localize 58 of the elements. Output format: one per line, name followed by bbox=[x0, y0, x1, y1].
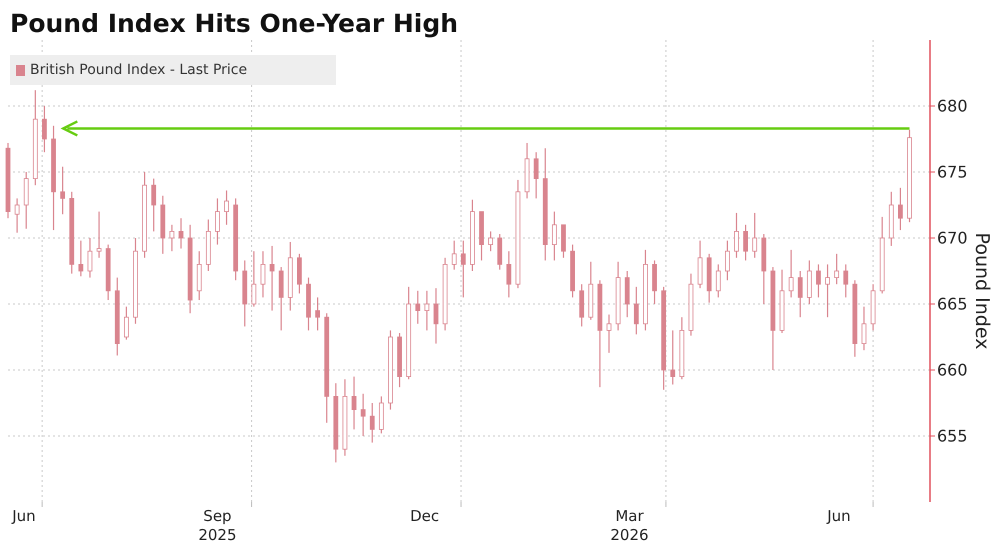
y-axis-title: Pound Index bbox=[971, 232, 993, 350]
candlestick bbox=[251, 250, 256, 308]
candlestick bbox=[670, 330, 676, 386]
candlestick bbox=[270, 245, 274, 312]
x-tick-label: Jun bbox=[826, 507, 851, 525]
candlestick bbox=[606, 314, 612, 354]
candlestick bbox=[124, 306, 129, 340]
candlestick bbox=[78, 240, 84, 277]
candlestick bbox=[170, 224, 174, 252]
candlestick bbox=[14, 198, 20, 234]
candlestick bbox=[534, 152, 539, 199]
candlestick bbox=[434, 288, 438, 344]
candlestick bbox=[488, 230, 494, 252]
candlestick bbox=[360, 393, 366, 437]
x-tick-label: Jun bbox=[11, 507, 36, 525]
legend-label: British Pound Index - Last Price bbox=[30, 62, 248, 78]
candlestick bbox=[843, 264, 848, 298]
candlestick bbox=[260, 250, 266, 298]
candlestick bbox=[506, 250, 512, 298]
candlestick bbox=[862, 306, 866, 351]
candlestick bbox=[724, 240, 730, 281]
candlestick bbox=[898, 187, 903, 231]
candlestick bbox=[315, 296, 320, 331]
candlestick bbox=[788, 249, 794, 298]
candlestick bbox=[224, 190, 229, 226]
candlestick bbox=[452, 240, 457, 270]
x-tick-label: Mar 2026 bbox=[610, 507, 649, 544]
y-tick-label: 665 bbox=[937, 294, 968, 314]
candlestick bbox=[734, 212, 739, 258]
y-tick-label: 670 bbox=[937, 228, 968, 248]
candlestick bbox=[88, 237, 92, 278]
candlestick bbox=[415, 290, 420, 324]
y-tick-label: 655 bbox=[937, 426, 968, 446]
candlestick bbox=[60, 166, 66, 215]
candlestick bbox=[352, 376, 356, 430]
candlestick bbox=[634, 286, 639, 335]
y-tick-label: 680 bbox=[937, 96, 968, 116]
candlestick bbox=[96, 211, 102, 258]
x-tick-label: Sep 2025 bbox=[198, 507, 237, 544]
x-tick-label: Dec bbox=[410, 507, 440, 525]
candlestick bbox=[215, 198, 220, 246]
candlestick bbox=[752, 212, 758, 258]
candlestick bbox=[460, 240, 466, 298]
y-tick-label: 675 bbox=[937, 162, 968, 182]
candlestick bbox=[743, 224, 748, 262]
candlestick bbox=[816, 264, 821, 298]
candlestick bbox=[178, 218, 184, 250]
candlestick bbox=[151, 178, 156, 232]
chart-title: Pound Index Hits One-Year High bbox=[10, 9, 458, 38]
candlestick bbox=[370, 402, 375, 444]
candlestick bbox=[716, 264, 721, 298]
candlestick bbox=[42, 105, 47, 153]
candlestick bbox=[424, 290, 430, 331]
y-tick-label: 660 bbox=[937, 360, 968, 380]
candlestick bbox=[825, 264, 830, 318]
candlestick bbox=[552, 211, 557, 262]
candlestick bbox=[834, 253, 840, 285]
candlestick bbox=[798, 270, 803, 318]
